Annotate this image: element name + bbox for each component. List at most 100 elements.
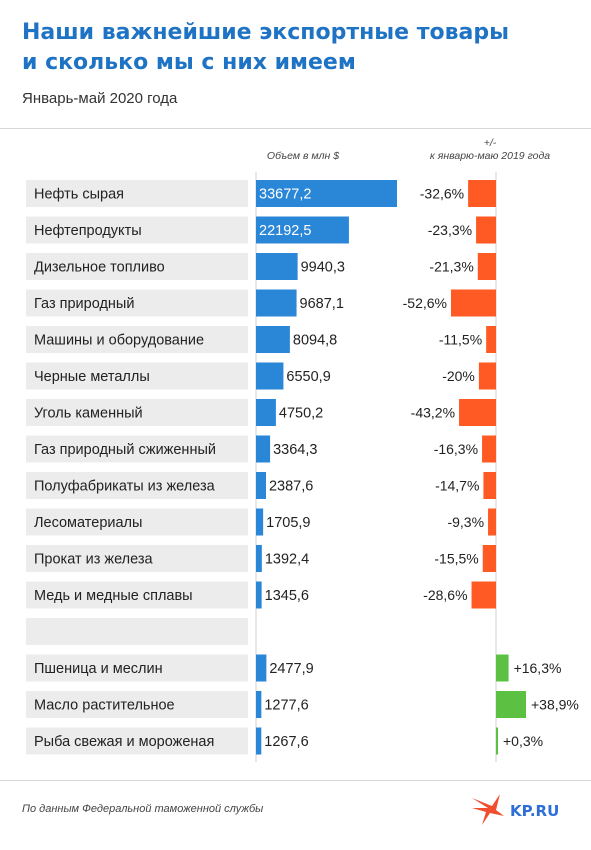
change-value-label: -32,6% <box>420 186 464 202</box>
change-bar <box>496 691 526 718</box>
kp-logo: KP.RU <box>472 794 559 825</box>
category-label: Нефтепродукты <box>34 223 142 239</box>
bottom-divider <box>0 780 591 781</box>
volume-value-label: 1345,6 <box>265 588 309 604</box>
change-bar <box>483 472 496 499</box>
volume-bar <box>256 691 262 718</box>
volume-column-header: Объем в млн $ <box>266 150 340 162</box>
change-column-header-line-1: +/- <box>483 137 497 149</box>
category-label-bg <box>26 362 248 390</box>
chart-title: Наши важнейшие экспортные товары и сколь… <box>22 18 582 78</box>
change-value-label: -28,6% <box>423 587 467 603</box>
change-value-label: -9,3% <box>447 514 484 530</box>
change-bar <box>476 216 496 244</box>
change-bar <box>468 180 496 207</box>
source-note: По данным Федеральной таможенной службы <box>22 803 264 815</box>
volume-bar <box>256 180 397 207</box>
category-label: Уголь каменный <box>34 406 143 422</box>
change-value-label: -23,3% <box>428 222 472 238</box>
category-label-bg <box>26 216 248 244</box>
volume-value-label: 33677,2 <box>259 187 311 203</box>
change-value-label: -21,3% <box>429 259 473 275</box>
volume-value-label: 22192,5 <box>259 223 311 239</box>
change-bar <box>496 654 509 682</box>
volume-value-label: 9687,1 <box>300 296 344 312</box>
category-label: Масло растительное <box>34 698 175 714</box>
volume-bar <box>256 581 262 609</box>
volume-bar <box>256 654 267 682</box>
category-label-bg <box>26 654 248 682</box>
change-column-header-line-2: к январю-маю 2019 года <box>429 150 551 162</box>
category-label-bg <box>26 581 248 609</box>
change-bar <box>451 289 496 317</box>
category-label-bg <box>26 326 248 353</box>
volume-bar <box>256 545 262 572</box>
change-value-label: -43,2% <box>411 405 455 421</box>
volume-bar <box>256 253 298 280</box>
volume-bar <box>256 362 284 390</box>
category-label-bg <box>26 691 248 718</box>
change-bar <box>488 508 496 536</box>
change-bar <box>482 545 496 572</box>
volume-bar <box>256 326 290 353</box>
category-label: Газ природный сжиженный <box>34 442 216 458</box>
volume-value-label: 1705,9 <box>266 515 310 531</box>
volume-bar <box>256 216 349 244</box>
category-label: Медь и медные сплавы <box>34 588 193 604</box>
volume-bar <box>256 289 297 317</box>
top-divider <box>0 128 591 129</box>
volume-value-label: 3364,3 <box>273 442 317 458</box>
change-bar <box>478 362 496 390</box>
volume-value-label: 1267,6 <box>264 734 308 750</box>
category-label-bg <box>26 727 248 755</box>
kp-star-icon <box>472 794 504 825</box>
volume-value-label: 1277,6 <box>264 698 308 714</box>
category-label: Рыба свежая и мороженая <box>34 734 214 750</box>
category-label-bg <box>26 435 248 463</box>
change-value-label: -15,5% <box>434 551 478 567</box>
change-value-label: -11,5% <box>439 332 482 348</box>
category-label-bg <box>26 180 248 207</box>
change-value-label: -14,7% <box>435 478 479 494</box>
volume-value-label: 2387,6 <box>269 479 313 495</box>
change-bar <box>496 727 498 755</box>
change-value-label: -20% <box>442 368 475 384</box>
volume-bar <box>256 399 276 426</box>
change-value-label: +0,3% <box>503 733 543 749</box>
volume-bar <box>256 727 262 755</box>
volume-bar <box>256 508 264 536</box>
chart-title-line-1: Наши важнейшие экспортные товары <box>22 20 510 45</box>
chart-title-line-2: и сколько мы с них имеем <box>22 50 356 75</box>
volume-value-label: 6550,9 <box>286 369 330 385</box>
change-bar <box>477 253 496 280</box>
category-label: Пшеница и меслин <box>34 661 163 677</box>
kp-logo-text: KP.RU <box>510 802 559 820</box>
category-label-bg <box>26 545 248 572</box>
category-label-bg <box>26 472 248 499</box>
category-label-bg <box>26 253 248 280</box>
volume-value-label: 9940,3 <box>301 260 345 276</box>
change-value-label: +38,9% <box>531 697 579 713</box>
category-label-bg <box>26 289 248 317</box>
spacer-row <box>26 618 248 645</box>
change-value-label: -16,3% <box>434 441 478 457</box>
category-label: Газ природный <box>34 296 134 312</box>
change-value-label: -52,6% <box>403 295 447 311</box>
change-value-label: +16,3% <box>514 660 562 676</box>
volume-value-label: 1392,4 <box>265 552 309 568</box>
category-label: Нефть сырая <box>34 187 124 203</box>
volume-bar <box>256 435 271 463</box>
change-column-header: +/- к январю-маю 2019 года <box>400 137 580 163</box>
volume-value-label: 8094,8 <box>293 333 337 349</box>
change-bar <box>471 581 496 609</box>
category-label: Машины и оборудование <box>34 333 204 349</box>
category-label: Лесоматериалы <box>34 515 142 531</box>
category-label: Дизельное топливо <box>34 260 165 276</box>
category-label: Полуфабрикаты из железа <box>34 479 216 495</box>
category-label-bg <box>26 508 248 536</box>
volume-value-label: 4750,2 <box>279 406 323 422</box>
change-bar <box>459 399 496 426</box>
change-bar <box>482 435 496 463</box>
category-label-bg <box>26 399 248 426</box>
change-bar <box>486 326 496 353</box>
